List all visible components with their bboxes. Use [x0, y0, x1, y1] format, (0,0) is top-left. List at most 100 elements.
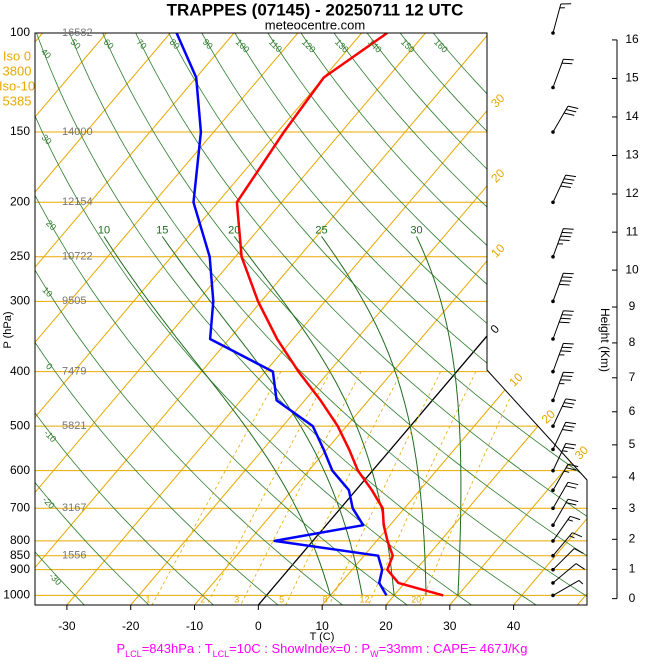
- moist-adiabat-label: 30: [410, 224, 422, 236]
- y-tick-label: 800: [10, 533, 30, 547]
- y-tick-label: 900: [10, 562, 30, 576]
- height-label: 7479: [62, 366, 86, 378]
- iso-level-label: Iso-10: [0, 78, 35, 93]
- y-tick-label: 200: [10, 194, 30, 208]
- moist-adiabat: [416, 236, 462, 596]
- y2-tick-label: 9: [629, 299, 636, 313]
- wind-station: [551, 581, 555, 585]
- y2-axis-label: Height (Km): [598, 308, 612, 372]
- dry-adiabat: [35, 33, 214, 605]
- y2-tick-label: 12: [625, 186, 639, 200]
- wind-barb: [552, 443, 577, 471]
- x-tick-label: 40: [507, 619, 521, 633]
- wind-station: [551, 398, 555, 403]
- y-tick-label: 150: [10, 124, 30, 138]
- x-tick-label: 20: [379, 619, 393, 633]
- mixing-ratio-label: 1: [146, 594, 151, 604]
- footer-part: LCL: [213, 649, 230, 657]
- dry-adiabat-label: 20: [44, 218, 58, 232]
- dry-adiabat: [69, 33, 587, 605]
- iso-level-label: Iso 0: [3, 48, 31, 63]
- wind-station: [551, 337, 555, 341]
- footer: PLCL=843hPa : TLCL=10C : ShowIndex=0 : P…: [117, 641, 528, 657]
- footer-part: W: [370, 649, 379, 657]
- wind-station: [551, 31, 555, 35]
- wind-barb: [552, 3, 572, 34]
- footer-part: LCL: [125, 649, 142, 657]
- y2-tick-label: 8: [629, 335, 636, 349]
- mixing-ratio-label: 8: [323, 594, 328, 604]
- iso-level-height: 5385: [3, 93, 32, 108]
- moist-adiabat: [321, 236, 427, 596]
- wind-barb: [552, 105, 579, 133]
- moist-adiabat-label: 25: [315, 224, 327, 236]
- wind-barb: [552, 272, 574, 302]
- isotherm: [35, 33, 299, 605]
- y2-tick-label: 4: [629, 469, 636, 483]
- mixing-ratio-line: [368, 371, 477, 605]
- wind-station: [551, 369, 555, 374]
- isotherm: [66, 33, 554, 605]
- dry-adiabat: [366, 33, 587, 605]
- wind-barb: [552, 515, 581, 542]
- y2-tick-label: 6: [629, 404, 636, 418]
- wind-barb: [552, 371, 574, 401]
- x-axis-label: T (C): [310, 631, 335, 643]
- wind-station: [551, 553, 555, 558]
- wind-station: [551, 539, 555, 543]
- height-label: 16582: [62, 27, 93, 39]
- x-tick-label: -10: [186, 619, 204, 633]
- wind-barb: [552, 58, 574, 88]
- moist-adiabat-label: 20: [228, 224, 240, 236]
- wind-barb: [552, 228, 574, 257]
- height-label: 14000: [62, 126, 93, 138]
- wind-barb: [552, 398, 577, 427]
- footer-part: =843hPa : T: [142, 641, 213, 656]
- height-label: 5821: [62, 420, 86, 432]
- y2-tick-label: 14: [625, 109, 639, 123]
- dry-adiabat-label: 0: [44, 361, 55, 372]
- y-tick-label: 400: [10, 364, 30, 378]
- mixing-ratio-line: [328, 371, 441, 605]
- wind-barb: [552, 342, 574, 372]
- y2-tick-label: 16: [625, 32, 639, 46]
- mixing-ratio-label: 20: [411, 594, 421, 604]
- y2-tick-label: 7: [629, 370, 636, 384]
- iso-level-height: 3800: [3, 63, 32, 78]
- mixing-ratio-label: 2: [200, 594, 205, 604]
- y2-tick-label: 11: [626, 224, 639, 238]
- y2-tick-label: 13: [625, 148, 639, 162]
- dry-adiabat: [102, 33, 587, 605]
- mixing-ratio-line: [151, 371, 282, 605]
- dry-adiabat: [399, 33, 587, 605]
- isotherm: [449, 33, 587, 605]
- y-tick-label: 850: [10, 548, 30, 562]
- isotherm: [194, 33, 587, 605]
- y-axis-label: P (hPa): [2, 311, 14, 348]
- dry-adiabat: [333, 33, 587, 605]
- y-tick-label: 700: [10, 500, 30, 514]
- mixing-ratio-label: 12: [359, 594, 369, 604]
- dry-adiabat: [234, 33, 587, 605]
- dry-adiabat: [35, 33, 472, 605]
- moist-adiabat: [161, 236, 363, 596]
- mixing-ratio-line: [419, 371, 523, 605]
- wind-barb: [552, 579, 584, 596]
- isotherm: [35, 33, 235, 605]
- isotherm: [385, 33, 587, 605]
- isotherm: [35, 33, 490, 605]
- grid: [35, 33, 587, 605]
- wind-barb: [552, 548, 584, 571]
- dry-adiabat: [35, 33, 150, 605]
- wind-station: [551, 593, 555, 598]
- x-tick-label: -30: [58, 619, 76, 633]
- chart-title: TRAPPES (07145) - 20250711 12 UTC: [167, 0, 464, 19]
- wind-station: [551, 488, 555, 492]
- profile-line: [235, 33, 444, 597]
- y-tick-label: 100: [10, 25, 30, 39]
- y2-tick-label: 3: [629, 501, 636, 515]
- dry-adiabat-label: 30: [40, 132, 54, 146]
- dry-adiabat: [135, 33, 587, 605]
